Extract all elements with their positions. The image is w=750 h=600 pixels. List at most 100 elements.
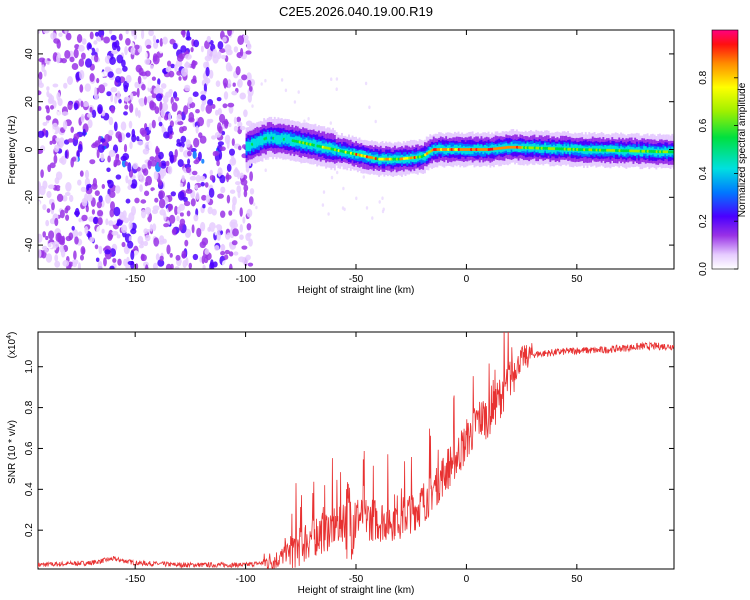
snr-x-tick-label: 50 [571,574,583,585]
heatmap-cell [392,157,395,161]
heatmap-cell [546,146,549,150]
heatmap-cell [133,33,137,40]
snr-x-tick-label: -50 [349,574,364,585]
heatmap-cell [431,148,434,152]
heatmap-cell [159,101,163,112]
heatmap-cell [260,82,263,86]
heatmap-cell [542,146,545,150]
heatmap-cell [248,238,253,247]
heatmap-cell [192,150,197,159]
heatmap-cell [241,74,248,81]
heatmap-cell [42,180,48,190]
heatmap-cell [217,167,223,178]
heatmap-cell [64,150,68,159]
heatmap-cell [325,146,328,150]
heatmap-cell [180,135,187,143]
heatmap-cell [233,251,239,256]
heatmap-cell [209,169,213,176]
heatmap-cell [609,148,612,152]
heatmap-cell [328,147,332,151]
heatmap-cell [623,149,627,153]
heatmap-cell [42,204,47,211]
heatmap-cell [402,157,406,161]
heatmap-cell [89,31,94,40]
heatmap-cell [52,122,58,130]
heatmap-cell [79,69,85,80]
heatmap-cell [53,110,60,118]
heatmap-cell [595,148,598,152]
heatmap-cell [220,186,226,194]
heatmap-cell [116,90,121,101]
heatmap-cell [376,157,379,161]
heatmap-cell [174,205,178,216]
heatmap-cell [123,84,129,93]
heatmap-cell [671,150,674,154]
heatmap-cell [445,148,448,151]
heatmap-cell [194,184,199,190]
heatmap-cell [468,148,471,151]
heatmap-cell [153,41,159,49]
heatmap-cell [125,132,131,138]
snr-ylabel: SNR (10 * v/v) [7,420,18,484]
heatmap-cell [92,142,99,147]
heatmap-cell [77,231,83,237]
heatmap-cell [73,250,77,260]
heatmap-cell [228,123,232,128]
heatmap-cell [118,98,122,104]
heatmap-cell [179,212,184,217]
heatmap-cell [346,151,349,154]
heatmap-cell [335,148,339,152]
heatmap-cell [111,40,118,51]
heatmap-cell [174,97,180,102]
heatmap-cell [141,30,145,40]
heatmap-cell [88,48,93,54]
heatmap-cell [73,133,80,140]
heatmap-cell [380,157,383,161]
colorbar-label: Normalized spectral amplitude [737,82,748,217]
heatmap-cell [135,107,139,117]
heatmap-cell [178,76,182,81]
heatmap-cell [163,223,170,228]
heatmap-cell [505,146,508,149]
colorbar-tick-label: 0.8 [698,70,709,84]
heatmap-cell [84,226,89,234]
heatmap-cell [222,103,228,109]
heatmap-cell [144,190,150,197]
heatmap-cell [207,118,214,123]
heatmap-cell [168,214,176,224]
heatmap-cell [127,260,135,266]
heatmap-cell [637,149,641,153]
heatmap-cell [105,218,109,226]
heatmap-cell [239,172,244,179]
heatmap-cell [167,165,173,175]
heatmap-cell [141,129,147,137]
heatmap-cell [183,105,189,115]
heatmap-cell [202,204,206,209]
heatmap-cell [322,190,326,194]
heatmap-cell [176,215,180,222]
heatmap-cell [182,260,187,268]
heatmap-cell [167,60,172,67]
heatmap-cell [173,91,178,99]
heatmap-cell [145,264,149,269]
heatmap-cell [204,248,210,255]
heatmap-cell [666,150,669,154]
heatmap-cell [63,82,68,89]
heatmap-cell [120,155,127,162]
heatmap-cell [344,150,347,154]
heatmap-cell [214,227,218,236]
heatmap-cell [304,141,307,145]
heatmap-cell [122,65,128,72]
heatmap-cell [67,138,74,143]
heatmap-cell [600,148,604,152]
heatmap-cell [42,231,46,238]
heatmap-cell [643,149,646,153]
heatmap-cell [67,101,73,111]
heatmap-cell [229,263,233,269]
heatmap-cell [140,199,147,204]
heatmap-cell [65,182,72,192]
heatmap-cell [433,148,436,151]
heatmap-cell [40,169,44,179]
heatmap-cell [77,143,83,153]
heatmap-cell [179,218,186,226]
